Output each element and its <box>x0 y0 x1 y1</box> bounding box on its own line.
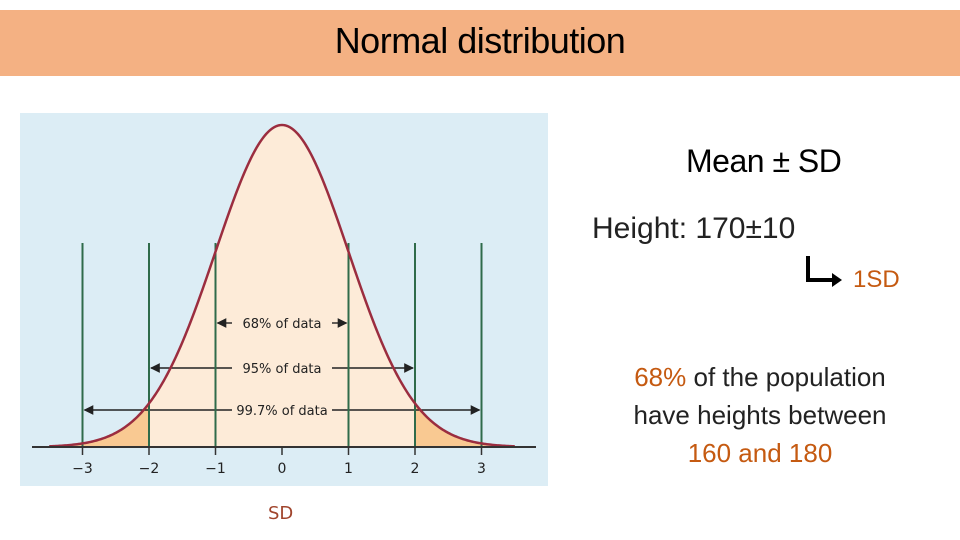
sd-caption: SD <box>268 503 294 524</box>
right-tail-area <box>415 403 515 447</box>
left-tail-area <box>49 403 149 447</box>
explanation-percent: 68% <box>634 362 687 392</box>
explanation-line-2: have heights between <box>633 400 887 430</box>
x-tick-label--2: −2 <box>139 461 160 477</box>
one-sd-label: 1SD <box>853 266 900 293</box>
explanation-text: 68% of the population have heights betwe… <box>600 358 920 472</box>
annotation-label-1: 95% of data <box>243 362 322 377</box>
normal-distribution-chart: 68% of data 95% of data 99.7% of data −3 −2 −… <box>20 113 548 486</box>
normal-curve <box>49 123 515 448</box>
height-label: Height: 170±10 <box>592 212 796 245</box>
x-tick-label-3: 3 <box>477 461 486 477</box>
annotation-label-0: 68% of data <box>243 317 322 332</box>
chart-svg: 68% of data 95% of data 99.7% of data −3 −2 −… <box>32 123 536 477</box>
x-tick-label-2: 2 <box>411 461 420 477</box>
x-tick-label-0: 0 <box>278 461 287 477</box>
x-tick-label--1: −1 <box>205 461 226 477</box>
mean-sd-heading: Mean ± SD <box>686 143 842 179</box>
slide-title: Normal distribution <box>334 20 626 61</box>
x-tick-label--3: −3 <box>72 461 93 477</box>
explanation-range: 160 and 180 <box>687 438 833 468</box>
corner-down-right-arrow-icon <box>806 256 842 287</box>
title-bar <box>0 10 960 76</box>
annotation-label-2: 99.7% of data <box>236 404 327 419</box>
central-area <box>149 125 415 447</box>
explanation-line-1: 68% of the population <box>600 358 920 396</box>
explanation-text-1: of the population <box>686 362 886 392</box>
x-tick-label-1: 1 <box>344 461 353 477</box>
